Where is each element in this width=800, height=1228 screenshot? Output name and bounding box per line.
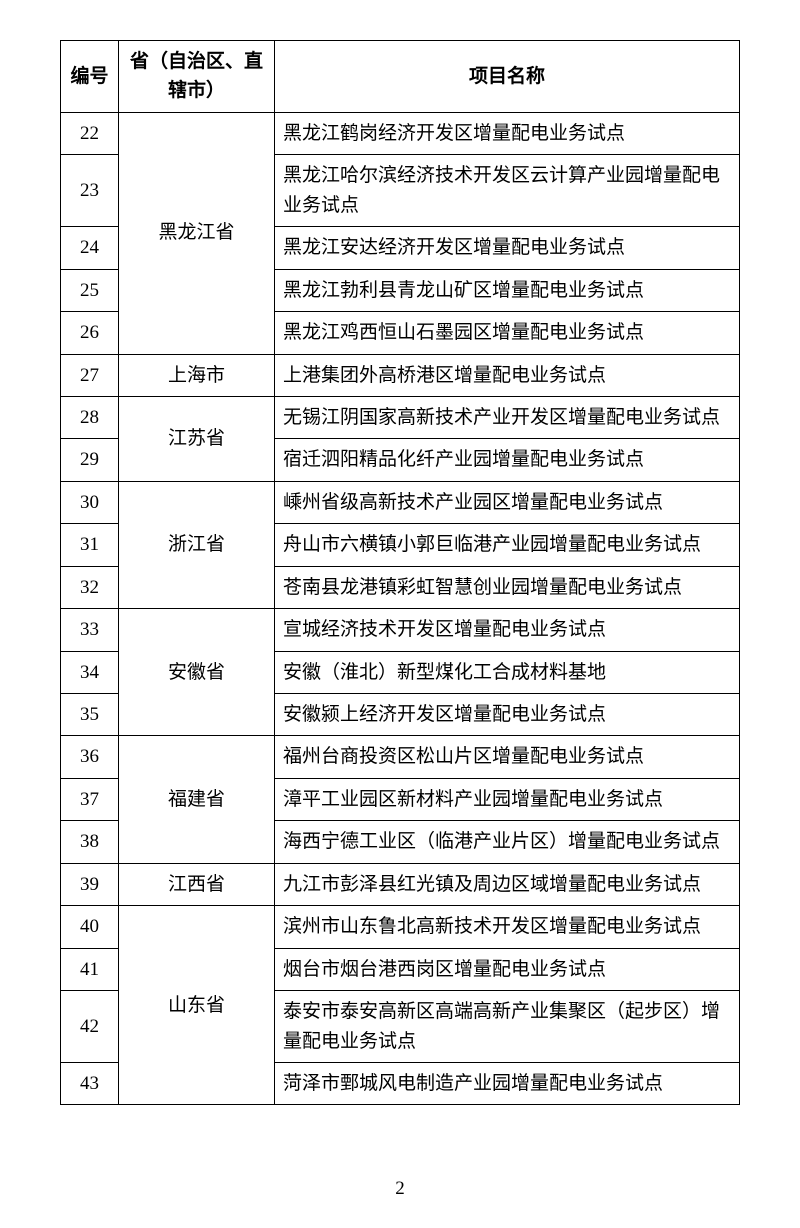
cell-project: 安徽（淮北）新型煤化工合成材料基地 [275,651,740,693]
cell-number: 36 [61,736,119,778]
cell-number: 41 [61,948,119,990]
cell-project: 漳平工业园区新材料产业园增量配电业务试点 [275,778,740,820]
cell-project: 菏泽市鄄城风电制造产业园增量配电业务试点 [275,1062,740,1104]
project-table: 编号 省（自治区、直辖市） 项目名称 22黑龙江省黑龙江鹤岗经济开发区增量配电业… [60,40,740,1105]
cell-number: 25 [61,269,119,311]
cell-project: 嵊州省级高新技术产业园区增量配电业务试点 [275,481,740,523]
cell-province: 黑龙江省 [119,112,275,354]
cell-project: 宿迁泗阳精品化纤产业园增量配电业务试点 [275,439,740,481]
cell-project: 黑龙江哈尔滨经济技术开发区云计算产业园增量配电业务试点 [275,155,740,227]
cell-number: 29 [61,439,119,481]
cell-project: 安徽颍上经济开发区增量配电业务试点 [275,694,740,736]
cell-province: 浙江省 [119,481,275,608]
cell-province: 江苏省 [119,396,275,481]
cell-number: 40 [61,906,119,948]
cell-number: 27 [61,354,119,396]
table-row: 27上海市上港集团外高桥港区增量配电业务试点 [61,354,740,396]
cell-project: 苍南县龙港镇彩虹智慧创业园增量配电业务试点 [275,566,740,608]
cell-project: 黑龙江鹤岗经济开发区增量配电业务试点 [275,112,740,154]
cell-number: 22 [61,112,119,154]
cell-project: 泰安市泰安高新区高端高新产业集聚区（起步区）增量配电业务试点 [275,991,740,1063]
cell-province: 安徽省 [119,609,275,736]
cell-project: 无锡江阴国家高新技术产业开发区增量配电业务试点 [275,396,740,438]
cell-number: 35 [61,694,119,736]
cell-province: 江西省 [119,863,275,905]
cell-project: 滨州市山东鲁北高新技术开发区增量配电业务试点 [275,906,740,948]
cell-number: 30 [61,481,119,523]
cell-number: 42 [61,991,119,1063]
cell-number: 26 [61,312,119,354]
table-header-row: 编号 省（自治区、直辖市） 项目名称 [61,41,740,113]
table-row: 40山东省滨州市山东鲁北高新技术开发区增量配电业务试点 [61,906,740,948]
cell-project: 舟山市六横镇小郭巨临港产业园增量配电业务试点 [275,524,740,566]
cell-number: 33 [61,609,119,651]
table-row: 22黑龙江省黑龙江鹤岗经济开发区增量配电业务试点 [61,112,740,154]
table-row: 36福建省福州台商投资区松山片区增量配电业务试点 [61,736,740,778]
table-row: 39江西省九江市彭泽县红光镇及周边区域增量配电业务试点 [61,863,740,905]
table-row: 30浙江省嵊州省级高新技术产业园区增量配电业务试点 [61,481,740,523]
cell-number: 37 [61,778,119,820]
cell-project: 福州台商投资区松山片区增量配电业务试点 [275,736,740,778]
cell-project: 上港集团外高桥港区增量配电业务试点 [275,354,740,396]
cell-number: 38 [61,821,119,863]
cell-number: 43 [61,1062,119,1104]
cell-project: 黑龙江安达经济开发区增量配电业务试点 [275,227,740,269]
header-number: 编号 [61,41,119,113]
cell-project: 宣城经济技术开发区增量配电业务试点 [275,609,740,651]
cell-project: 海西宁德工业区（临港产业片区）增量配电业务试点 [275,821,740,863]
cell-number: 32 [61,566,119,608]
table-row: 33安徽省宣城经济技术开发区增量配电业务试点 [61,609,740,651]
header-project: 项目名称 [275,41,740,113]
cell-project: 九江市彭泽县红光镇及周边区域增量配电业务试点 [275,863,740,905]
cell-number: 28 [61,396,119,438]
cell-project: 黑龙江鸡西恒山石墨园区增量配电业务试点 [275,312,740,354]
header-province: 省（自治区、直辖市） [119,41,275,113]
cell-project: 黑龙江勃利县青龙山矿区增量配电业务试点 [275,269,740,311]
cell-project: 烟台市烟台港西岗区增量配电业务试点 [275,948,740,990]
cell-number: 24 [61,227,119,269]
page-number: 2 [0,1178,800,1200]
cell-province: 山东省 [119,906,275,1105]
table-row: 28江苏省无锡江阴国家高新技术产业开发区增量配电业务试点 [61,396,740,438]
cell-number: 39 [61,863,119,905]
cell-number: 34 [61,651,119,693]
cell-province: 上海市 [119,354,275,396]
cell-province: 福建省 [119,736,275,863]
cell-number: 23 [61,155,119,227]
cell-number: 31 [61,524,119,566]
